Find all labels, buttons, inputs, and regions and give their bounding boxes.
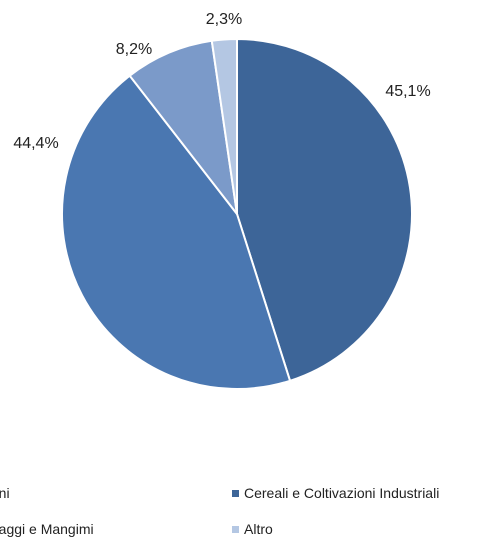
pie-slice-3 [210,37,238,215]
pie-data-labels: 45,1% 44,4% 8,2% 2,3% [13,11,430,152]
pie-slice-1 [61,74,292,390]
pie-data-label-2: 8,2% [116,41,152,58]
pie-slice-2 [128,39,239,218]
pie-slice-0 [236,37,413,383]
pie-data-label-3: 2,3% [206,11,242,28]
pie-data-label-1: 44,4% [13,135,58,152]
pie-slices [61,37,413,390]
pie-data-label-0: 45,1% [385,83,430,100]
